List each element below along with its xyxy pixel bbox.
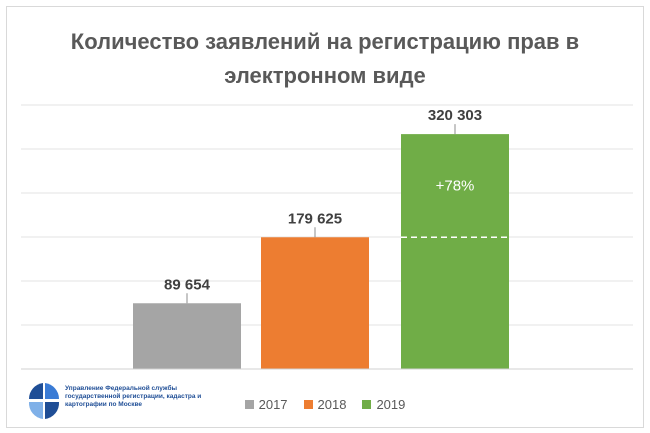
bar-chart: 89 654 179 625 320 303 +78% — [21, 104, 633, 370]
legend-swatch-2017 — [244, 400, 254, 409]
rosreestr-logo: Управление Федеральной службы государств… — [25, 377, 215, 425]
chart-frame: Количество заявлений на регистрацию прав… — [6, 6, 644, 428]
chart-title-line-2: электронном виде — [224, 63, 426, 88]
chart-title: Количество заявлений на регистрацию прав… — [7, 25, 643, 93]
chart-legend: 2017 2018 2019 — [7, 397, 643, 412]
legend-label-2019: 2019 — [376, 397, 406, 412]
logo-text: Управление Федеральной службы государств… — [65, 385, 202, 408]
data-label-2017: 89 654 — [164, 276, 211, 293]
data-label-2018: 179 625 — [288, 210, 342, 227]
legend-swatch-2018 — [303, 400, 313, 409]
legend-label-2018: 2018 — [317, 397, 347, 412]
bar-2017 — [133, 303, 241, 369]
chart-title-line-1: Количество заявлений на регистрацию прав… — [70, 29, 580, 54]
growth-annotation: +78% — [436, 178, 475, 195]
legend-item-2019: 2019 — [362, 397, 405, 412]
bar-2018 — [261, 237, 369, 369]
legend-item-2018: 2018 — [303, 397, 347, 412]
legend-label-2017: 2017 — [258, 397, 288, 412]
legend-item-2017: 2017 — [244, 397, 288, 412]
bar-2019 — [401, 134, 509, 369]
data-label-2019: 320 303 — [428, 107, 482, 124]
rosreestr-emblem-icon — [28, 383, 60, 419]
legend-swatch-2019 — [362, 400, 372, 409]
